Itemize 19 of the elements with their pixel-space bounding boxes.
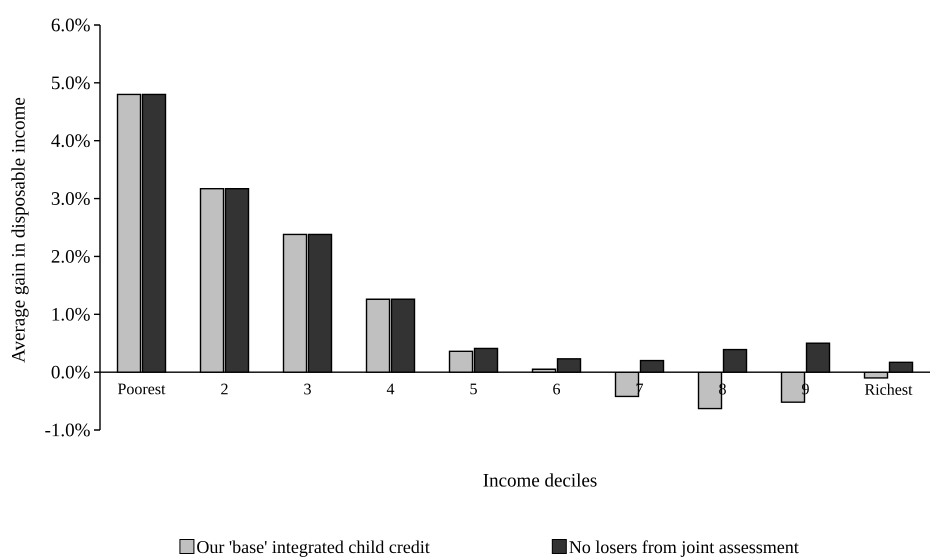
legend-label: No losers from joint assessment xyxy=(569,540,799,557)
y-tick-label: 5.0% xyxy=(52,76,90,90)
y-tick-label: 2.0% xyxy=(52,250,90,263)
x-tick-label: 3 xyxy=(304,384,311,394)
x-tick-label: 5 xyxy=(470,384,477,394)
x-axis-title: Income deciles xyxy=(483,473,597,487)
y-tick-label: 4.0% xyxy=(51,134,90,148)
x-tick-label: Richest xyxy=(864,384,912,395)
y-tick-label: 1.0% xyxy=(52,308,90,321)
legend-label: Our 'base' integrated child credit xyxy=(197,540,430,557)
y-tick-label: 3.0% xyxy=(52,192,90,206)
y-axis-title: Average gain in disposable income xyxy=(11,98,29,363)
y-tick-label: 6.0% xyxy=(52,18,90,32)
x-tick-label: Poorest xyxy=(118,384,166,394)
y-tick-label: 0.0% xyxy=(52,366,90,379)
x-tick-label: 6 xyxy=(553,384,560,394)
x-tick-label: 4 xyxy=(386,384,394,394)
x-tick-label: 2 xyxy=(221,384,228,394)
y-tick-label: -1.0% xyxy=(45,424,90,436)
